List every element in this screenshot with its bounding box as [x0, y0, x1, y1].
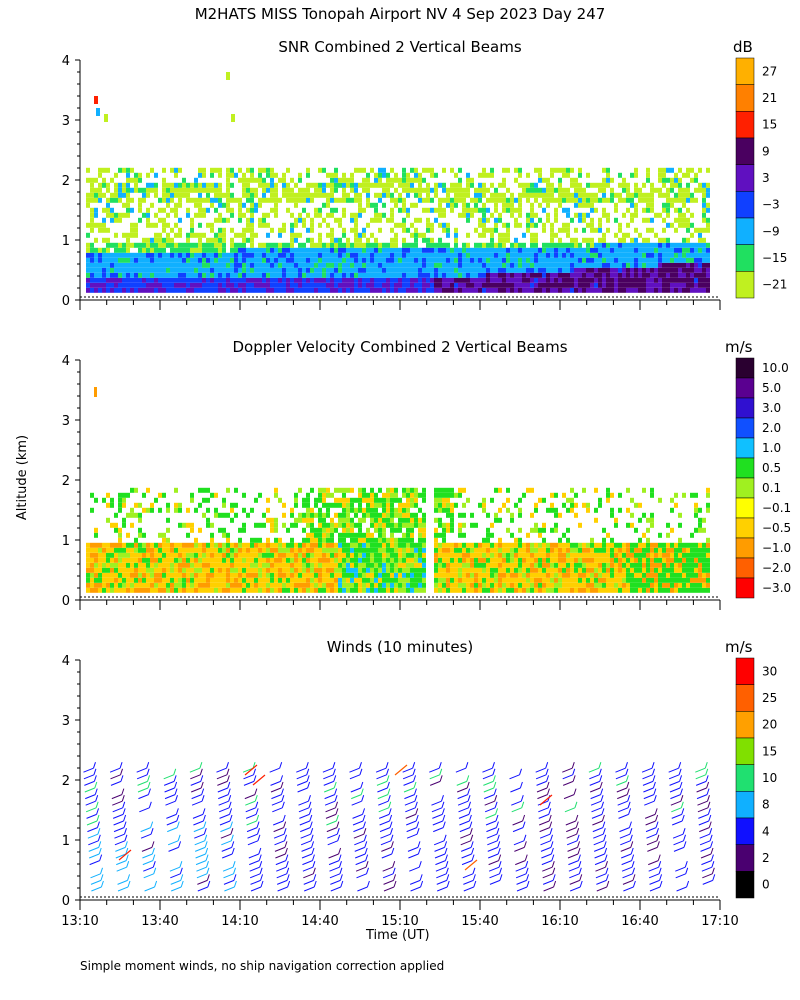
colorbar-label: 3.0 — [762, 401, 781, 415]
y-tick-label: 3 — [62, 714, 70, 729]
colorbar-segment — [735, 437, 755, 459]
colorbar-segment — [735, 457, 755, 479]
colorbar-segment — [735, 577, 755, 599]
winds-panel-title: Winds (10 minutes) — [326, 638, 474, 656]
y-tick-label: 0 — [62, 894, 70, 909]
y-tick-label: 4 — [62, 354, 70, 369]
colorbar-label: 8 — [762, 798, 770, 812]
colorbar-segment — [735, 244, 755, 272]
colorbar-label: 1.0 — [762, 441, 781, 455]
colorbar-label: −0.1 — [762, 501, 791, 515]
colorbar-segment — [735, 477, 755, 499]
colorbar-segment — [735, 497, 755, 519]
snr-colorbar-unit: dB — [733, 38, 753, 56]
y-tick-label: 1 — [62, 534, 70, 549]
y-tick-label: 0 — [62, 294, 70, 309]
y-tick-label: 1 — [62, 234, 70, 249]
colorbar-label: 2 — [762, 851, 770, 865]
y-tick-label: 1 — [62, 834, 70, 849]
x-tick-label: 16:40 — [621, 914, 658, 929]
colorbar-label: 0.1 — [762, 481, 781, 495]
colorbar-segment — [735, 711, 755, 739]
snr-panel-title: SNR Combined 2 Vertical Beams — [278, 38, 522, 56]
colorbar-label: 25 — [762, 691, 777, 705]
colorbar-label: 27 — [762, 64, 777, 78]
colorbar-label: −3 — [762, 198, 780, 212]
colorbar-segment — [735, 817, 755, 845]
x-tick-label: 13:10 — [61, 914, 98, 929]
x-tick-label: 15:10 — [381, 914, 418, 929]
colorbar-label: 21 — [762, 91, 777, 105]
colorbar-segment — [735, 791, 755, 819]
colorbar-segment — [735, 417, 755, 439]
colorbar-segment — [735, 111, 755, 139]
colorbar-label: −21 — [762, 278, 787, 292]
colorbar-segment — [735, 377, 755, 399]
colorbar-label: 10.0 — [762, 361, 789, 375]
winds-colorbar-unit: m/s — [725, 638, 753, 656]
y-tick-label: 0 — [62, 594, 70, 609]
colorbar-label: 15 — [762, 118, 777, 132]
doppler-colorbar-unit: m/s — [725, 338, 753, 356]
colorbar-segment — [735, 397, 755, 419]
colorbar-segment — [735, 657, 755, 685]
x-tick-label: 16:10 — [541, 914, 578, 929]
page-title: M2HATS MISS Tonopah Airport NV 4 Sep 202… — [194, 5, 606, 23]
colorbar-label: 30 — [762, 664, 777, 678]
colorbar-segment — [735, 537, 755, 559]
colorbar-label: 0.5 — [762, 461, 781, 475]
colorbar-segment — [735, 684, 755, 712]
colorbar-label: 10 — [762, 771, 777, 785]
colorbar-label: −2.0 — [762, 561, 791, 575]
colorbar-segment — [735, 357, 755, 379]
y-tick-label: 4 — [62, 654, 70, 669]
colorbar-label: −15 — [762, 251, 787, 265]
y-tick-label: 2 — [62, 774, 70, 789]
altitude-axis-label: Altitude (km) — [15, 434, 31, 521]
colorbar-segment — [735, 844, 755, 872]
colorbar-label: 5.0 — [762, 381, 781, 395]
colorbar-label: 20 — [762, 718, 777, 732]
colorbar-label: 0 — [762, 878, 770, 892]
y-tick-label: 3 — [62, 114, 70, 129]
colorbar-label: −1.0 — [762, 541, 791, 555]
wind-barbs — [83, 762, 716, 892]
x-tick-label: 17:10 — [701, 914, 738, 929]
colorbar-label: −3.0 — [762, 581, 791, 595]
colorbar-segment — [735, 191, 755, 219]
y-tick-label: 2 — [62, 474, 70, 489]
colorbar-label: 2.0 — [762, 421, 781, 435]
colorbar-segment — [735, 271, 755, 299]
colorbar-label: 3 — [762, 171, 770, 185]
colorbar-segment — [735, 57, 755, 85]
x-tick-label: 14:10 — [221, 914, 258, 929]
snr-heatmap — [86, 72, 710, 293]
footnote: Simple moment winds, no ship navigation … — [80, 959, 445, 973]
colorbar-label: 9 — [762, 144, 770, 158]
x-tick-label: 14:40 — [301, 914, 338, 929]
colorbar-segment — [735, 84, 755, 112]
doppler-heatmap — [86, 387, 710, 593]
colorbar-label: 4 — [762, 824, 770, 838]
colorbar-segment — [735, 164, 755, 192]
colorbar-label: 15 — [762, 744, 777, 758]
colorbar-segment — [735, 764, 755, 792]
colorbar-label: −0.5 — [762, 521, 791, 535]
colorbar-segment — [735, 871, 755, 899]
colorbar-segment — [735, 557, 755, 579]
y-tick-label: 2 — [62, 174, 70, 189]
colorbar-segment — [735, 137, 755, 165]
colorbar-label: −9 — [762, 224, 780, 238]
time-axis-label: Time (UT) — [366, 928, 430, 943]
y-tick-label: 4 — [62, 54, 70, 69]
x-tick-label: 15:40 — [461, 914, 498, 929]
y-tick-label: 3 — [62, 414, 70, 429]
x-tick-label: 13:40 — [141, 914, 178, 929]
colorbar-segment — [735, 517, 755, 539]
colorbar-segment — [735, 737, 755, 765]
doppler-panel-title: Doppler Velocity Combined 2 Vertical Bea… — [232, 338, 568, 356]
colorbar-segment — [735, 217, 755, 245]
